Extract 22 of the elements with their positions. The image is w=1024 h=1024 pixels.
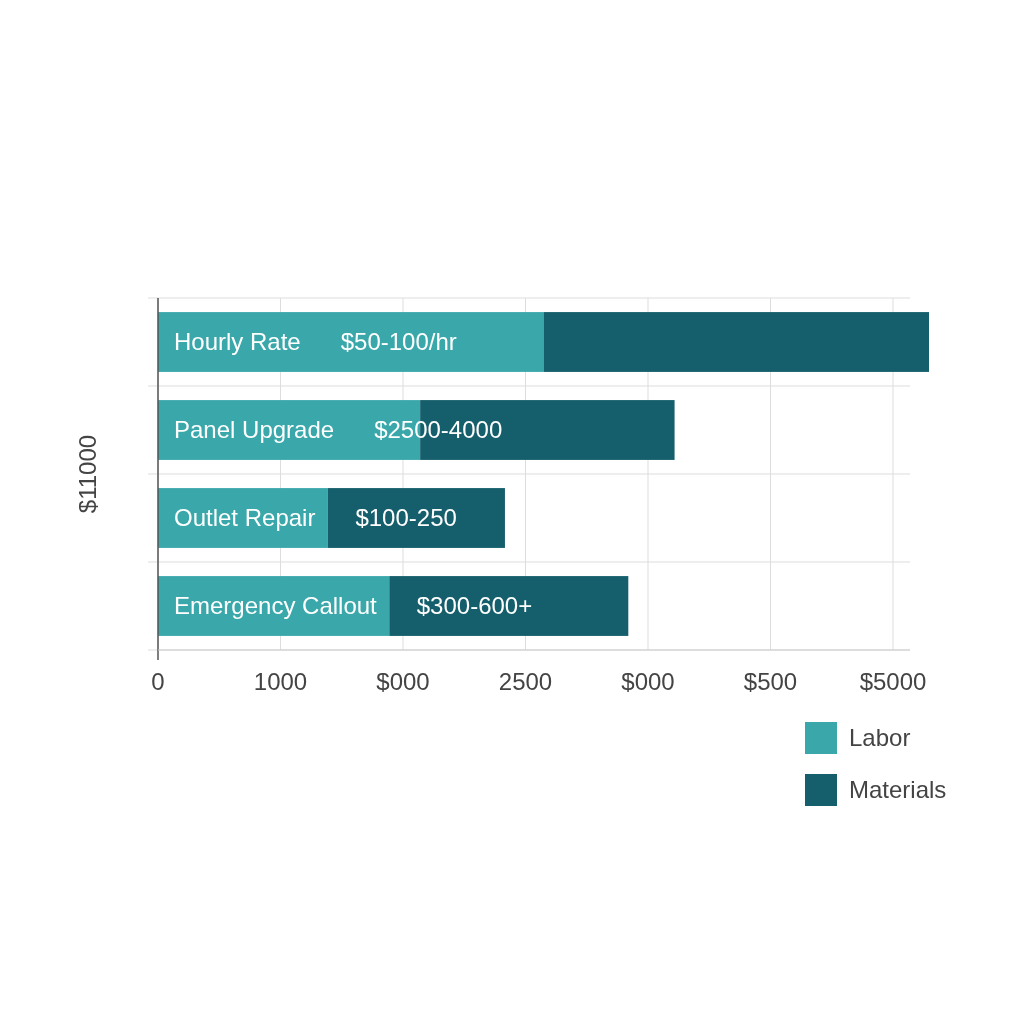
y-tick-label: Hourly Rate bbox=[174, 328, 301, 356]
legend-label: Labor bbox=[849, 724, 911, 752]
text: $5000 bbox=[859, 668, 927, 696]
bar bbox=[327, 488, 505, 548]
text: $100-250 bbox=[355, 504, 457, 532]
text: 0 bbox=[151, 668, 165, 696]
text: $000 bbox=[621, 668, 675, 696]
text: $000 bbox=[376, 668, 430, 696]
y-axis-title: $11000 bbox=[74, 434, 102, 514]
text: 1000 bbox=[253, 668, 308, 696]
bar bbox=[158, 312, 544, 372]
y-tick-label: Panel Upgrade bbox=[174, 416, 335, 444]
text: $500 bbox=[743, 668, 798, 696]
text: $50-100/hr bbox=[340, 328, 457, 356]
y-tick-label: Outlet Repair bbox=[174, 504, 316, 532]
bar bbox=[543, 312, 929, 372]
y-tick-label: Emergency Callout bbox=[174, 592, 378, 620]
bar bbox=[389, 576, 629, 636]
text: $2500-4000 bbox=[374, 416, 503, 444]
text: $300-600+ bbox=[416, 592, 533, 620]
legend-label: Materials bbox=[849, 776, 947, 804]
text: 2500 bbox=[498, 668, 553, 696]
